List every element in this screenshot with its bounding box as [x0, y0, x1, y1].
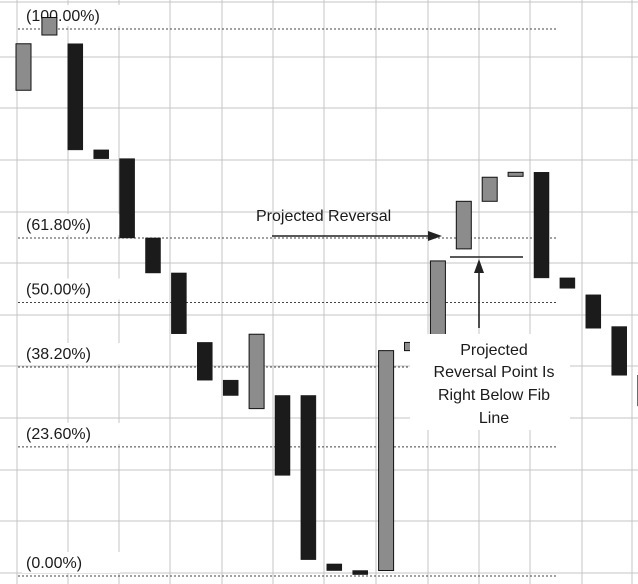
- projected-point-arrowhead: [474, 259, 484, 273]
- bearish-bar: [300, 395, 317, 560]
- projected-point-label-line-2: Reversal Point Is: [434, 364, 555, 381]
- projected-point-label-bg: [410, 334, 570, 430]
- fib-level-label: (23.60%): [26, 426, 91, 443]
- projected-point-label-line-3: Right Below Fib: [438, 387, 550, 404]
- bearish-bar: [533, 172, 550, 279]
- bearish-bar: [611, 326, 627, 376]
- fib-label-bg: [22, 422, 120, 444]
- bullish-bar: [429, 260, 446, 345]
- bullish-bar: [15, 43, 32, 91]
- bearish-bar: [93, 149, 109, 159]
- bearish-bar: [119, 158, 135, 239]
- fib-level-label: (0.00%): [26, 555, 82, 572]
- bullish-bar: [455, 200, 472, 250]
- bearish-bar: [222, 379, 239, 396]
- bearish-bar: [145, 237, 161, 274]
- fib-level-label: (50.00%): [26, 282, 91, 299]
- projected-reversal-label: Projected Reversal: [256, 208, 391, 225]
- price-bars: [15, 17, 638, 575]
- bearish-bar: [197, 342, 213, 381]
- bullish-bar: [507, 171, 524, 177]
- projected-point-label-line-1: Projected: [460, 342, 528, 359]
- bullish-bar: [378, 350, 395, 572]
- projected-point-label-line-4: Line: [479, 410, 509, 427]
- fib-label-bg: [22, 343, 120, 365]
- bearish-bar: [171, 272, 187, 334]
- bearish-bar: [585, 294, 602, 329]
- bullish-bar: [481, 176, 498, 202]
- fib-label-bg: [22, 213, 120, 235]
- bearish-bar: [352, 570, 368, 575]
- bearish-bar: [326, 563, 343, 571]
- fib-level-label: (61.80%): [26, 217, 91, 234]
- bearish-bar: [274, 395, 291, 476]
- bullish-bar: [248, 333, 265, 410]
- bullish-bar: [41, 17, 58, 36]
- annotations: Projected Reversal Projected Reversal Po…: [256, 208, 570, 430]
- projected-reversal-arrowhead: [428, 231, 442, 241]
- fib-label-bg: [22, 278, 120, 300]
- bearish-bar: [67, 43, 84, 151]
- fib-level-label: (100.00%): [26, 8, 100, 25]
- fib-level-label: (38.20%): [26, 346, 91, 363]
- bearish-bar: [559, 277, 576, 289]
- fib-label-bg: [22, 552, 120, 573]
